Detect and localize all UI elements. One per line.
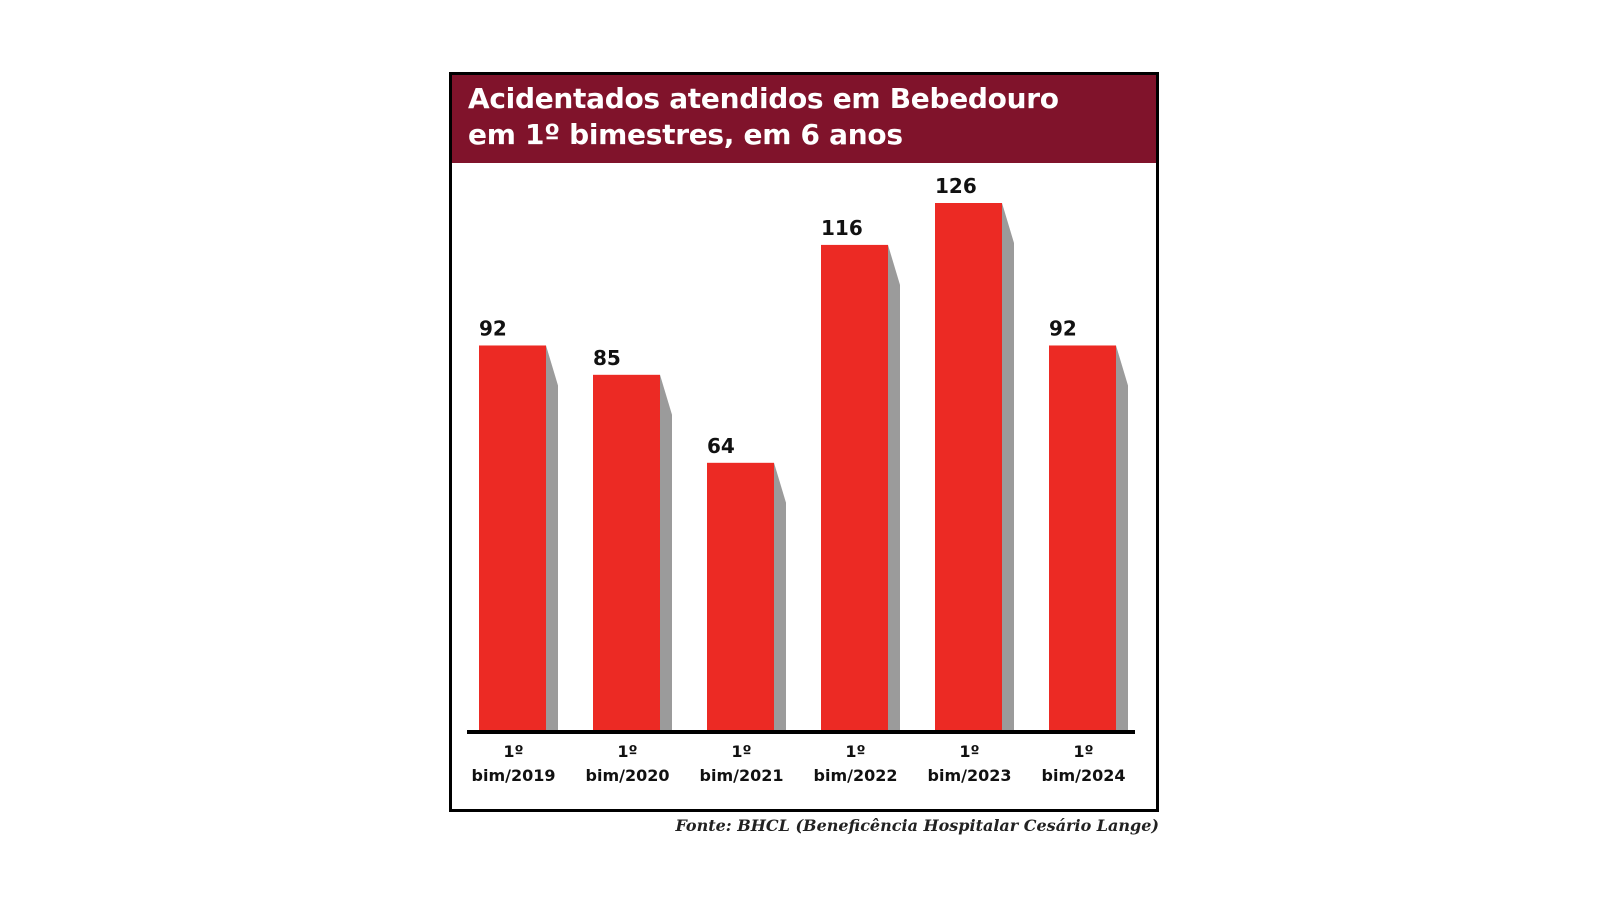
title-band: Acidentados atendidos em Bebedouro em 1º…	[452, 75, 1156, 163]
category-label: bim/2020	[586, 766, 670, 785]
bar	[1049, 345, 1116, 731]
category-label: 1º	[845, 742, 865, 761]
bar-shadow	[888, 244, 900, 731]
chart-title-line-1: Acidentados atendidos em Bebedouro	[468, 82, 1059, 115]
bar	[707, 462, 774, 731]
category-label: bim/2024	[1042, 766, 1126, 785]
category-label: 1º	[959, 742, 979, 761]
bar	[479, 345, 546, 731]
bar	[821, 244, 888, 731]
category-label: 1º	[1073, 742, 1093, 761]
category-label: 1º	[731, 742, 751, 761]
bar-chart: 92 1º bim/2019 85 1º bim/2020 64 1º bim/2021 116 1…	[467, 174, 1135, 785]
bar-shadow	[660, 374, 672, 731]
value-label: 92	[479, 316, 507, 340]
value-label: 64	[707, 434, 735, 458]
bar	[593, 374, 660, 731]
value-label: 85	[593, 346, 621, 370]
category-label: bim/2019	[472, 766, 556, 785]
bar	[935, 203, 1002, 731]
chart-frame: Acidentados atendidos em Bebedouro em 1º…	[449, 72, 1159, 812]
value-label: 116	[821, 216, 863, 240]
value-label: 126	[935, 174, 977, 198]
source-note: Fonte: BHCL (Beneficência Hospitalar Ces…	[675, 816, 1159, 835]
value-label: 92	[1049, 316, 1077, 340]
category-label: bim/2023	[928, 766, 1012, 785]
bar-shadow	[1002, 203, 1014, 731]
category-label: 1º	[503, 742, 523, 761]
bar-shadow	[774, 462, 786, 731]
chart-title-line-2: em 1º bimestres, em 6 anos	[468, 118, 903, 151]
bar-shadow	[546, 345, 558, 731]
category-label: bim/2022	[814, 766, 898, 785]
category-label: 1º	[617, 742, 637, 761]
bar-shadow	[1116, 345, 1128, 731]
category-label: bim/2021	[700, 766, 784, 785]
